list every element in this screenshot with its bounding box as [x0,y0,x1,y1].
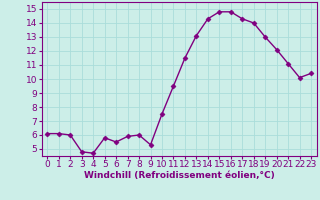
X-axis label: Windchill (Refroidissement éolien,°C): Windchill (Refroidissement éolien,°C) [84,171,275,180]
